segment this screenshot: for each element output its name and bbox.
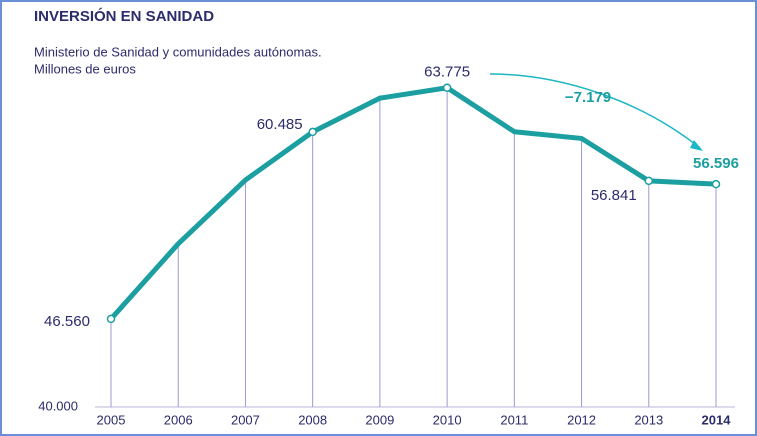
data-label: 46.560 bbox=[44, 313, 90, 330]
data-label: 56.841 bbox=[591, 187, 637, 204]
x-tick-label: 2009 bbox=[365, 412, 394, 427]
x-tick-label: 2014 bbox=[702, 412, 732, 427]
data-label: 60.485 bbox=[257, 116, 303, 133]
data-label: 63.775 bbox=[424, 64, 470, 81]
x-tick-label: 2006 bbox=[164, 412, 193, 427]
y-tick-label: 40.000 bbox=[38, 398, 78, 413]
x-tick-label: 2011 bbox=[500, 412, 528, 427]
chart-title: INVERSIÓN EN SANIDAD bbox=[34, 7, 214, 25]
annotation-arrow bbox=[489, 73, 701, 149]
annotation-arrowhead bbox=[690, 140, 703, 151]
line bbox=[109, 85, 717, 321]
x-tick-label: 2008 bbox=[298, 412, 327, 427]
point bbox=[442, 83, 452, 92]
x-tick-label: 2012 bbox=[567, 412, 596, 427]
annotation: −7.179 bbox=[565, 89, 611, 106]
point bbox=[308, 127, 317, 137]
x-tick-label: 2010 bbox=[433, 412, 462, 427]
subtitle: Millones de euros bbox=[34, 61, 136, 76]
point bbox=[711, 179, 721, 189]
subtitle: Ministerio de Sanidad y comunidades autó… bbox=[34, 44, 322, 59]
point bbox=[644, 176, 654, 186]
data-label: 56.596 bbox=[693, 155, 739, 172]
x-tick-label: 2013 bbox=[634, 412, 663, 427]
x-tick-label: 2005 bbox=[97, 412, 126, 427]
x-tick-label: 2007 bbox=[231, 412, 260, 427]
point bbox=[106, 314, 116, 324]
